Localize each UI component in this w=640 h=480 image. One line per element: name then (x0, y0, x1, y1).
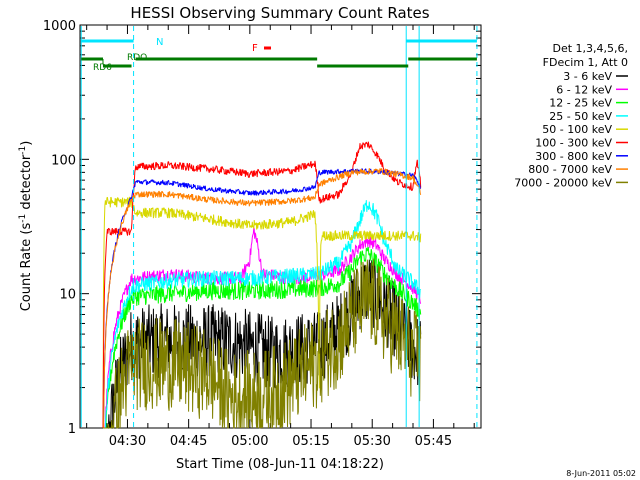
legend-entry-label: 12 - 25 keV (549, 97, 612, 110)
flare-label: F (252, 43, 258, 54)
x-tick-label: 05:00 (231, 434, 268, 449)
series-line-800-7000-kev (103, 168, 422, 429)
axis-ticks: 1 10 100 1000 04:30 04:45 05:00 05:15 05:30 05:45 (43, 19, 481, 449)
legend-entry-label: 300 - 800 keV (535, 150, 612, 163)
legend-entry-label: 50 - 100 keV (542, 123, 612, 136)
rdo-label: RDO (127, 53, 147, 63)
series-line-50-100-kev (102, 196, 422, 429)
legend-entry-label: 100 - 300 keV (535, 137, 612, 150)
series-lines (102, 141, 422, 429)
series-line-25-50-kev (103, 200, 422, 429)
y-tick-label: 10 (59, 288, 76, 303)
status-bars: N RDO RD6 F (80, 26, 478, 427)
rd6-label: RD6 (93, 63, 112, 73)
x-tick-label: 05:30 (353, 434, 390, 449)
legend-entry-label: 6 - 12 keV (556, 83, 612, 96)
x-tick-label: 05:15 (292, 434, 329, 449)
series-line-100-300-kev (102, 141, 422, 429)
legend: Det 1,3,4,5,6,FDecim 1, Att 03 - 6 keV6 … (514, 42, 628, 189)
legend-header: FDecim 1, Att 0 (543, 56, 628, 69)
legend-entry-label: 3 - 6 keV (563, 70, 612, 83)
legend-entry-label: 800 - 7000 keV (528, 163, 612, 176)
legend-header: Det 1,3,4,5,6, (552, 42, 628, 55)
x-tick-label: 04:45 (170, 434, 207, 449)
night-label: N (156, 37, 163, 48)
y-tick-label: 1000 (43, 19, 76, 34)
series-line-12-25-kev (103, 246, 422, 429)
y-tick-label: 1 (68, 422, 76, 437)
x-tick-label: 05:45 (415, 434, 452, 449)
x-tick-label: 04:30 (109, 434, 146, 449)
y-tick-label: 100 (51, 153, 76, 168)
series-line-7000-20000-kev (103, 258, 422, 429)
legend-entry-label: 7000 - 20000 keV (514, 176, 612, 189)
chart-title: HESSI Observing Summary Count Rates (130, 4, 429, 22)
footer-date: 8-Jun-2011 05:02 (566, 469, 636, 478)
legend-entry-label: 25 - 50 keV (549, 110, 612, 123)
y-axis-label: Count Rate (s-1 detector-1) (18, 141, 34, 312)
x-axis-label: Start Time (08-Jun-11 04:18:22) (176, 457, 384, 472)
